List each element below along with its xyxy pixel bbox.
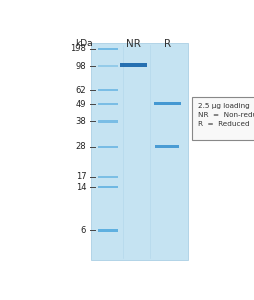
Bar xyxy=(98,65,117,67)
Text: 6: 6 xyxy=(81,226,86,235)
Text: 14: 14 xyxy=(75,183,86,192)
Bar xyxy=(98,176,117,178)
FancyBboxPatch shape xyxy=(191,97,254,140)
Bar xyxy=(98,47,117,50)
Bar xyxy=(98,120,117,123)
Text: kDa: kDa xyxy=(75,40,93,49)
Bar xyxy=(98,103,117,105)
Text: 17: 17 xyxy=(75,172,86,182)
Text: 98: 98 xyxy=(75,61,86,70)
Bar xyxy=(91,43,187,260)
Text: 198: 198 xyxy=(70,44,86,53)
Text: 38: 38 xyxy=(75,117,86,126)
Text: NR: NR xyxy=(126,40,140,50)
Text: 2.5 μg loading
NR  =  Non-reduced
R  =  Reduced: 2.5 μg loading NR = Non-reduced R = Redu… xyxy=(197,103,254,127)
Text: 28: 28 xyxy=(75,142,86,152)
Text: 62: 62 xyxy=(75,86,86,95)
Bar xyxy=(98,146,117,148)
Bar xyxy=(120,63,146,67)
Bar xyxy=(153,102,180,105)
Bar xyxy=(98,229,117,232)
Text: 49: 49 xyxy=(75,100,86,109)
Bar xyxy=(155,145,178,148)
Bar xyxy=(98,89,117,92)
Text: R: R xyxy=(163,40,170,50)
Bar xyxy=(98,186,117,188)
